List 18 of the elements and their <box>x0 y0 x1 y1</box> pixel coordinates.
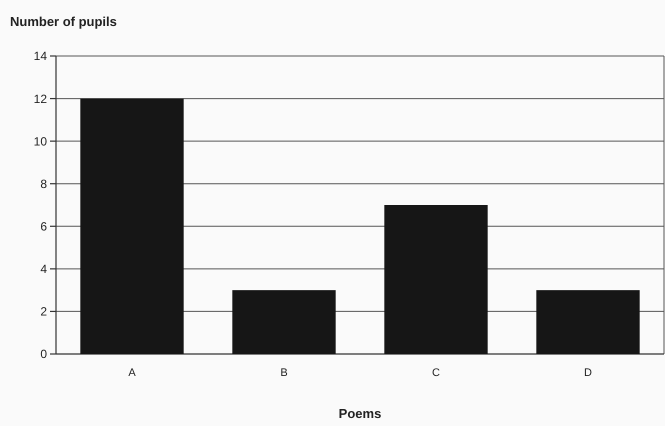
x-tick-label: D <box>584 367 592 379</box>
x-tick-label: B <box>280 367 288 379</box>
bar <box>536 290 640 354</box>
y-tick-label: 8 <box>40 176 48 191</box>
y-axis-title: Number of pupils <box>10 14 117 29</box>
y-tick-label: 2 <box>40 304 48 319</box>
x-tick-label: A <box>128 367 136 379</box>
y-tick-label: 14 <box>34 49 48 64</box>
x-axis-title: Poems <box>338 406 382 421</box>
y-tick-label: 0 <box>40 347 48 362</box>
x-tick-label: C <box>432 367 440 379</box>
y-tick-label: 10 <box>34 134 48 148</box>
y-tick-label: 12 <box>34 92 48 106</box>
bar <box>384 205 488 354</box>
bar <box>80 98 184 354</box>
bar <box>232 290 336 354</box>
y-tick-label: 4 <box>40 262 48 276</box>
y-tick-label: 6 <box>40 219 48 234</box>
